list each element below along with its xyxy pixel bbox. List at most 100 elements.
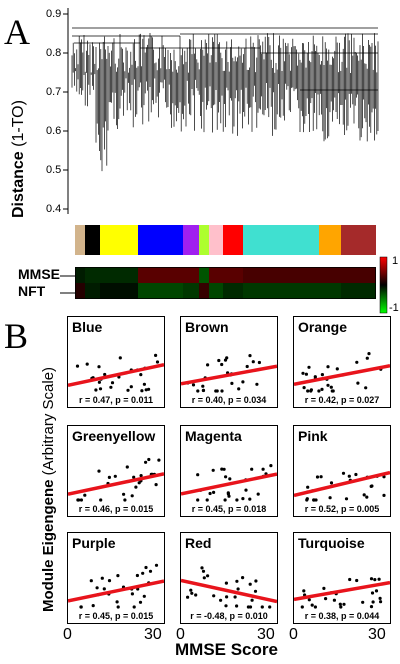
scatter-point (211, 468, 215, 472)
module-title: Turquoise (298, 535, 365, 551)
scatter-point (157, 458, 161, 462)
scatter-point (79, 605, 83, 609)
scatter-point (224, 604, 228, 608)
module-color-block (75, 225, 85, 255)
scatter-point (76, 498, 80, 502)
scatter-point (331, 389, 335, 393)
scatter-point (307, 598, 311, 602)
module-colorbar (75, 225, 376, 255)
scatter-point (319, 475, 323, 479)
scatter-point (306, 485, 310, 489)
scatter-point (140, 389, 144, 393)
regression-line (68, 579, 164, 603)
scatter-point (189, 588, 193, 592)
scatter-point (332, 598, 336, 602)
scatter-point (260, 605, 264, 609)
scatter-point (200, 566, 204, 570)
scatter-point (365, 356, 369, 360)
scatter-point (186, 595, 190, 599)
scatter-point (304, 372, 308, 376)
scatter-point (241, 576, 245, 580)
scatter-point (222, 467, 226, 471)
scatter-point (95, 586, 99, 590)
panel-b-ylabel-bold: Module Eigengene (40, 479, 57, 612)
heatmap-cell (100, 283, 138, 299)
scatter-point (254, 579, 258, 583)
correlation-stat: r = -0.48, p = 0.010 (190, 611, 268, 621)
scatter-subplot: Magenta r = 0.45, p = 0.018 (180, 425, 278, 517)
scatter-point (322, 586, 326, 590)
scatter-point (201, 388, 205, 393)
scatter-point (220, 389, 224, 393)
scatter-point (139, 373, 143, 377)
scatter-point (369, 577, 374, 581)
heatmap-cell (85, 283, 100, 299)
scatter-point (144, 565, 148, 570)
scatter-point (302, 589, 306, 593)
heatmap-cell (223, 267, 243, 283)
scatter-point (320, 373, 324, 377)
x-axis-label: MMSE Score (175, 640, 278, 659)
scatter-point (205, 498, 209, 502)
scatter-point (248, 582, 252, 586)
scatter-point (194, 593, 198, 597)
scatter-point (370, 591, 375, 595)
scatter-point (235, 498, 239, 502)
scatter-point (364, 386, 368, 390)
correlation-stat: r = 0.42, p = 0.027 (304, 395, 380, 405)
scatter-point (241, 380, 245, 384)
scatter-point (123, 498, 127, 502)
scatter-point (100, 576, 104, 580)
scale-max-label: 1 (392, 255, 399, 267)
regression-line (181, 364, 277, 386)
scatter-point (253, 589, 258, 593)
scatter-plot-area (68, 563, 164, 609)
module-title: Blue (72, 319, 103, 335)
module-color-block (100, 225, 138, 255)
scatter-point (377, 577, 381, 581)
scatter-plot-area (68, 457, 164, 502)
scatter-point (98, 387, 103, 391)
scatter-point (155, 360, 160, 364)
scatter-point (148, 569, 153, 573)
scatter-point (110, 381, 115, 385)
module-color-block (319, 225, 341, 255)
scale-min-label: -1 (389, 302, 399, 314)
correlation-stat: r = 0.38, p = 0.044 (304, 611, 380, 621)
xtick-label: 30 (368, 626, 386, 643)
module-color-block (223, 225, 243, 255)
scatter-point (212, 490, 216, 494)
regression-line (68, 362, 164, 388)
scatter-subplot: Brown r = 0.40, p = 0.034 (180, 316, 278, 408)
scatter-plot-area (294, 577, 390, 609)
scatter-subplot: Orange r = 0.42, p = 0.027 (293, 316, 391, 408)
scatter-point (305, 497, 309, 501)
xtick-label: 30 (257, 626, 275, 643)
scatter-point (191, 383, 196, 387)
scatter-point (241, 497, 245, 501)
correlation-stat: r = 0.45, p = 0.015 (78, 611, 154, 621)
heatmap-scale (379, 256, 388, 314)
regression-line (294, 580, 390, 602)
module-color-block (209, 225, 223, 255)
scatter-point (201, 384, 205, 388)
heatmap-cell (243, 267, 319, 283)
scatter-point (94, 388, 98, 392)
scatter-point (215, 389, 219, 393)
heat-row-connectors (60, 275, 75, 294)
module-title: Red (185, 535, 212, 551)
scatter-point (328, 496, 332, 500)
scatter-point (138, 600, 143, 604)
scatter-subplot: Red r = -0.48, p = 0.010 (180, 532, 278, 624)
scatter-point (226, 492, 230, 496)
module-color-block (341, 225, 376, 255)
scatter-point (369, 484, 373, 488)
module-color-block (138, 225, 183, 255)
heatmap-cell (209, 267, 223, 283)
scatter-plot-area (181, 464, 277, 502)
heatmap-cell (243, 283, 319, 299)
scatter-plot-area (294, 470, 390, 502)
dendrogram (63, 8, 379, 214)
scatter-point (250, 467, 254, 471)
scatter-point (102, 587, 106, 591)
